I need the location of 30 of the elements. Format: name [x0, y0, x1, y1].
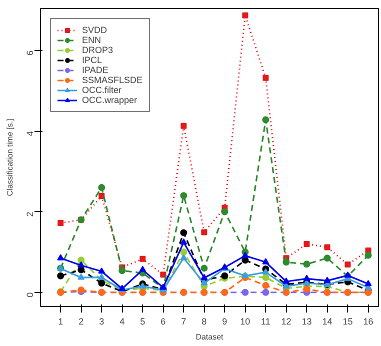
- y-tick-label: 0: [25, 292, 35, 298]
- y-axis-title: Classification time [s.]: [6, 118, 14, 196]
- x-tick-label: 6: [160, 316, 166, 326]
- x-tick-label: 3: [99, 316, 104, 326]
- x-tick-label: 15: [342, 316, 353, 326]
- x-tick-label: 1: [58, 316, 64, 326]
- legend-label: OCC.filter: [82, 85, 122, 95]
- legend-label: IPCL: [82, 55, 102, 65]
- x-tick-label: 2: [78, 316, 84, 326]
- legend-label: SVDD: [82, 25, 108, 35]
- x-tick-label: 10: [240, 316, 250, 326]
- legend-label: DROP3: [82, 45, 114, 55]
- x-tick-label: 5: [140, 316, 146, 326]
- x-tick-label: 13: [302, 316, 312, 326]
- y-tick-label: 6: [25, 50, 35, 56]
- x-tick-label: 11: [261, 316, 270, 326]
- x-tick-label: 7: [181, 316, 186, 326]
- x-axis-title: Dataset: [196, 332, 224, 342]
- legend-label: SSMASFLSDE: [82, 75, 143, 85]
- x-tick-label: 12: [281, 316, 292, 326]
- x-tick-label: 9: [222, 316, 228, 326]
- y-tick-label: 4: [25, 131, 35, 136]
- legend-label: IPADE: [82, 65, 108, 75]
- y-tick-label: 2: [25, 212, 35, 217]
- x-tick-label: 4: [120, 316, 125, 326]
- legend-label: OCC.wrapper: [82, 95, 138, 105]
- x-tick-label: 16: [363, 316, 374, 326]
- x-tick-label: 14: [322, 316, 332, 326]
- x-tick-label: 8: [202, 316, 207, 326]
- legend-label: ENN: [82, 35, 102, 45]
